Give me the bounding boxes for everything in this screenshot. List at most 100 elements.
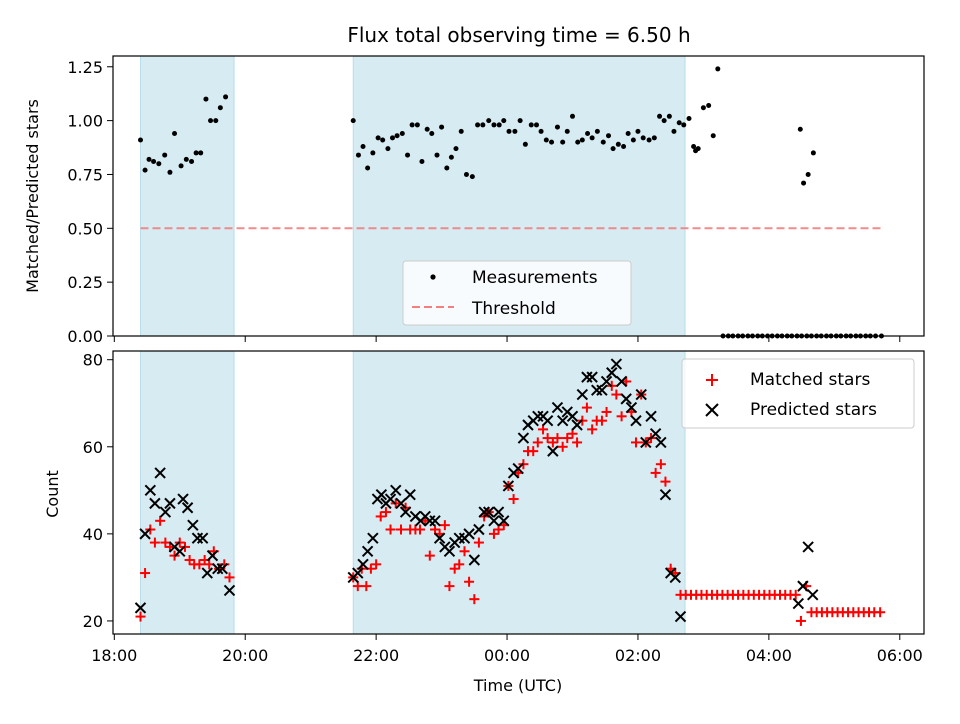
measurement-point — [151, 159, 157, 165]
y-tick-label: 1.25 — [67, 58, 103, 77]
predicted-point — [610, 358, 623, 370]
predicted-point — [488, 515, 500, 527]
matched-point — [194, 559, 205, 570]
predicted-point — [797, 580, 809, 592]
matched-point — [611, 389, 622, 400]
predicted-point — [625, 401, 638, 414]
measurement-point — [172, 131, 178, 137]
matched-point — [444, 581, 455, 592]
predicted-point — [443, 545, 456, 557]
matched-point — [439, 520, 450, 531]
predicted-point — [473, 523, 485, 536]
axes-frame — [112, 55, 925, 337]
predicted-point — [591, 384, 603, 396]
measurement-point — [522, 141, 528, 147]
y-tick-label: 80 — [83, 351, 103, 370]
measurement-point — [469, 174, 475, 180]
predicted-point — [640, 436, 652, 449]
measurement-point — [463, 171, 469, 177]
predicted-point — [517, 432, 530, 444]
measurement-point — [564, 128, 570, 134]
measurement-point — [517, 118, 523, 124]
predicted-point — [502, 480, 515, 492]
predicted-point — [174, 545, 186, 557]
predicted-point — [384, 493, 397, 505]
matched-point — [557, 441, 568, 452]
measurement-point — [560, 139, 566, 145]
measurement-point — [666, 113, 672, 119]
measurement-point — [585, 131, 591, 137]
measurement-point — [146, 156, 152, 162]
y-tick-label: 60 — [83, 438, 103, 457]
x-tick-label: 04:00 — [746, 646, 792, 665]
predicted-point — [352, 567, 364, 579]
y-tick-label: 0.75 — [67, 165, 103, 184]
predicted-point — [630, 414, 642, 427]
x-tick-label: 06:00 — [877, 646, 923, 665]
measurement-point — [223, 94, 229, 100]
predicted-point — [159, 506, 172, 518]
predicted-point — [206, 549, 219, 562]
predicted-point — [547, 445, 559, 457]
matched-point — [528, 446, 539, 457]
measurement-point — [512, 128, 518, 134]
legend-predicted-label: Predicted stars — [750, 400, 877, 420]
matched-point — [562, 433, 573, 444]
measurement-point — [409, 122, 415, 128]
predicted-point — [600, 375, 613, 388]
measurement-point — [501, 118, 507, 124]
measurement-point — [700, 105, 706, 111]
matched-point — [149, 537, 160, 548]
predicted-point — [399, 506, 412, 518]
measurement-point — [394, 133, 400, 139]
predicted-point — [375, 488, 388, 501]
measurement-point — [414, 122, 420, 128]
measurement-point — [217, 105, 223, 111]
measurement-point — [198, 150, 204, 156]
measurement-point — [360, 143, 366, 149]
measurement-point — [491, 122, 497, 128]
measurement-point — [651, 135, 657, 141]
x-tick-label: 20:00 — [222, 646, 268, 665]
predicted-point — [395, 497, 407, 510]
measurement-point — [399, 131, 405, 137]
measurement-point — [635, 128, 641, 134]
predicted-point — [807, 589, 819, 601]
matched-point — [552, 433, 563, 444]
matched-point — [532, 437, 543, 448]
predicted-point — [134, 602, 147, 614]
predicted-point — [390, 484, 402, 497]
x-tick-label: 02:00 — [615, 646, 661, 665]
legend-measurements-marker — [430, 274, 436, 280]
measurement-point — [686, 115, 692, 121]
measurement-point — [178, 163, 184, 169]
measurement-point — [370, 150, 376, 156]
top-legend: Measurements Threshold — [402, 260, 632, 326]
predicted-point — [620, 393, 632, 405]
chart-title: Flux total observing time = 6.50 h — [347, 23, 690, 47]
predicted-point — [201, 567, 213, 579]
y-tick-label: 0.50 — [67, 219, 103, 238]
legend-predicted-marker — [705, 403, 719, 417]
measurement-point — [681, 122, 687, 128]
matched-point — [596, 415, 607, 426]
measurement-point — [355, 152, 361, 158]
measurement-point — [189, 159, 195, 165]
predicted-point — [792, 597, 805, 610]
measurement-point — [676, 120, 682, 126]
measurement-point — [606, 133, 612, 139]
measurement-point — [640, 135, 646, 141]
predicted-point — [655, 436, 667, 449]
y-tick-label: 0.00 — [67, 327, 103, 346]
measurement-point — [193, 150, 199, 156]
x-axis-label: Time (UTC) — [473, 676, 562, 695]
matched-point — [361, 581, 372, 592]
predicted-point — [216, 562, 229, 575]
predicted-point — [635, 388, 647, 401]
predicted-point — [404, 488, 416, 501]
measurement-point — [434, 152, 440, 158]
measurement-point — [797, 126, 803, 132]
matched-point — [875, 607, 886, 618]
measurement-point — [706, 103, 712, 109]
measurement-point — [615, 141, 621, 147]
